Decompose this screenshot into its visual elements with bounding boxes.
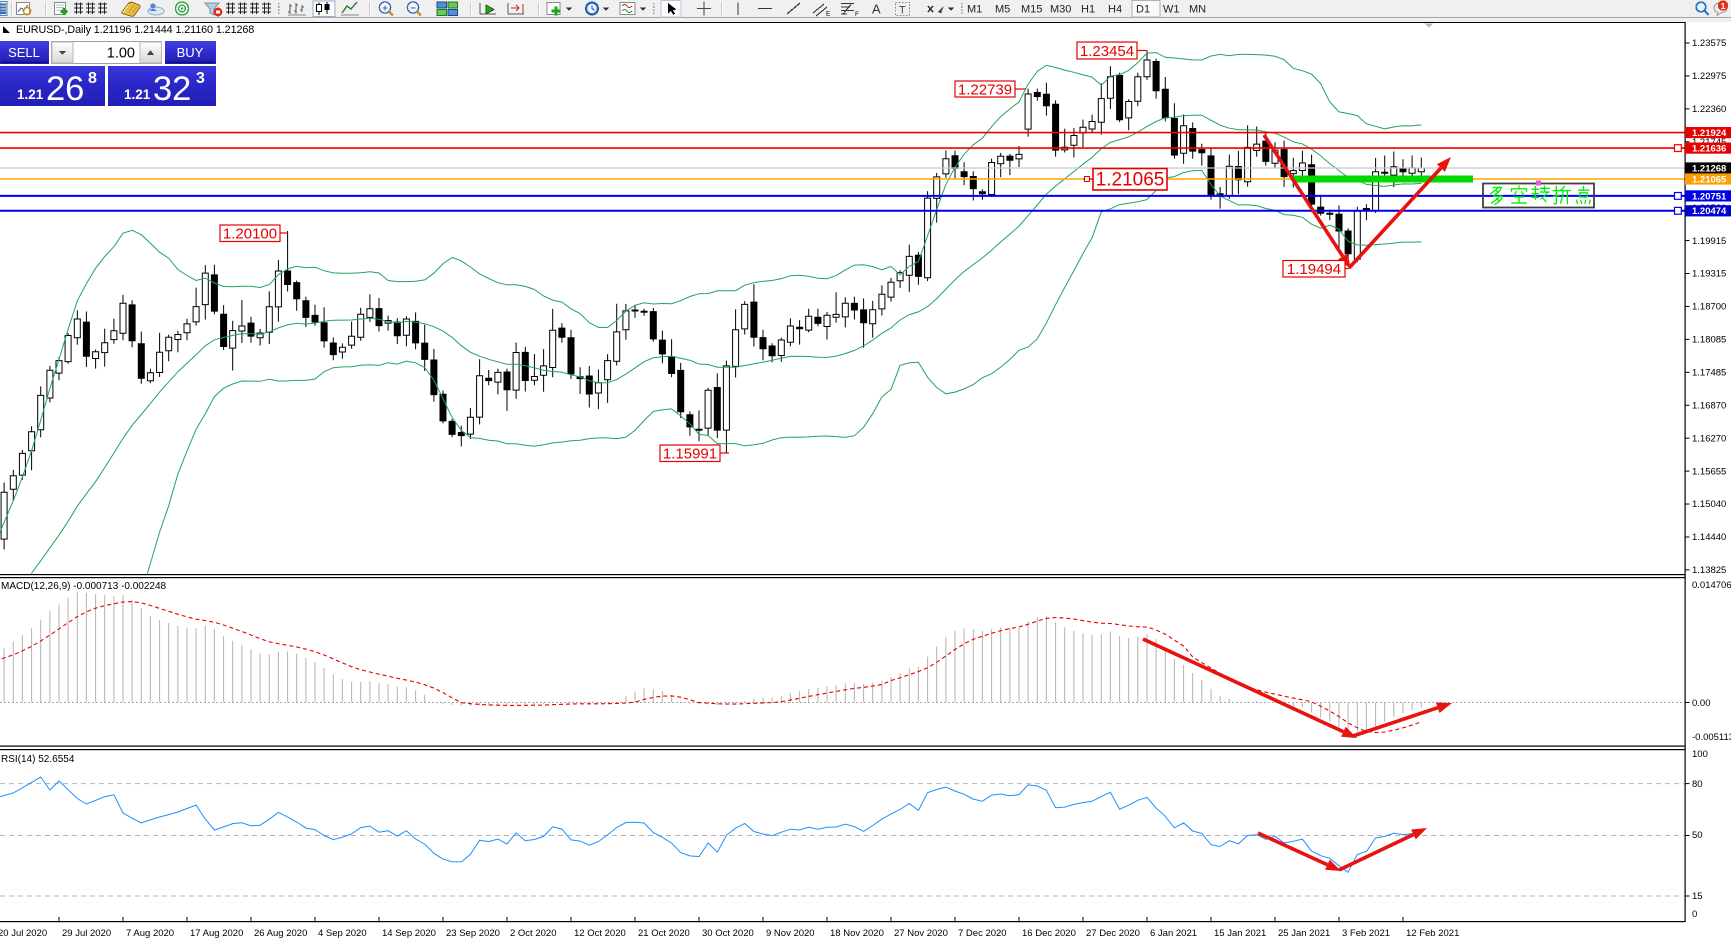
svg-text:27 Dec 2020: 27 Dec 2020: [1086, 928, 1140, 939]
svg-text:SELL: SELL: [8, 45, 40, 60]
svg-text:A: A: [872, 2, 881, 17]
svg-text:1.19315: 1.19315: [1692, 269, 1726, 280]
svg-text:0: 0: [1692, 909, 1697, 920]
svg-text:1.23575: 1.23575: [1692, 38, 1726, 49]
svg-text:14 Sep 2020: 14 Sep 2020: [382, 928, 436, 939]
svg-text:1.15655: 1.15655: [1692, 466, 1726, 477]
svg-text:20 Jul 2020: 20 Jul 2020: [0, 928, 47, 939]
svg-text:1.21745: 1.21745: [1692, 137, 1726, 148]
svg-text:21 Oct 2020: 21 Oct 2020: [638, 928, 690, 939]
svg-text:1.15040: 1.15040: [1692, 499, 1726, 510]
svg-text:1.20474: 1.20474: [1692, 206, 1727, 217]
svg-text:17 Aug 2020: 17 Aug 2020: [190, 928, 243, 939]
svg-text:80: 80: [1692, 779, 1703, 790]
svg-text:M5: M5: [995, 4, 1010, 16]
svg-text:16 Dec 2020: 16 Dec 2020: [1022, 928, 1076, 939]
svg-text:1.21924: 1.21924: [1692, 128, 1727, 139]
svg-text:15 Jan 2021: 15 Jan 2021: [1214, 928, 1266, 939]
svg-text:8: 8: [88, 70, 97, 87]
svg-text:6 Jan 2021: 6 Jan 2021: [1150, 928, 1197, 939]
svg-text:1.20751: 1.20751: [1692, 191, 1727, 202]
svg-text:1.20100: 1.20100: [223, 226, 277, 243]
svg-text:1.21: 1.21: [124, 87, 151, 102]
svg-text:29 Jul 2020: 29 Jul 2020: [62, 928, 111, 939]
svg-text:EURUSD-,Daily 1.21196 1.21444: EURUSD-,Daily 1.21196 1.21444 1.21160 1.…: [16, 24, 254, 36]
svg-text:1.19494: 1.19494: [1287, 261, 1341, 278]
svg-text:27 Nov 2020: 27 Nov 2020: [894, 928, 948, 939]
svg-text:1.00: 1.00: [107, 46, 135, 62]
svg-text:1.15991: 1.15991: [663, 446, 717, 463]
svg-text:H1: H1: [1081, 4, 1095, 16]
svg-text:1.21065: 1.21065: [1096, 170, 1165, 191]
svg-text:12 Oct 2020: 12 Oct 2020: [574, 928, 626, 939]
svg-text:3: 3: [196, 70, 205, 87]
svg-text:7 Aug 2020: 7 Aug 2020: [126, 928, 174, 939]
svg-text:1.21: 1.21: [17, 87, 44, 102]
svg-text:E: E: [826, 11, 831, 18]
svg-text:MACD(12,26,9) -0.000713 -0.002: MACD(12,26,9) -0.000713 -0.002248: [1, 581, 167, 592]
svg-text:1.14440: 1.14440: [1692, 532, 1726, 543]
svg-text:1: 1: [1721, 1, 1726, 11]
svg-text:1.13825: 1.13825: [1692, 565, 1726, 576]
svg-text:T: T: [899, 5, 906, 17]
svg-text:BUY: BUY: [177, 45, 204, 60]
svg-text:F: F: [855, 11, 859, 18]
svg-text:−: −: [410, 3, 416, 14]
svg-text:0.014706: 0.014706: [1692, 580, 1731, 591]
svg-text:15: 15: [1692, 891, 1703, 902]
svg-text:2 Oct 2020: 2 Oct 2020: [510, 928, 556, 939]
svg-text:1.18085: 1.18085: [1692, 335, 1726, 346]
svg-text:1.16270: 1.16270: [1692, 433, 1726, 444]
svg-text:7 Dec 2020: 7 Dec 2020: [958, 928, 1007, 939]
svg-text:26 Aug 2020: 26 Aug 2020: [254, 928, 307, 939]
svg-text:1.21065: 1.21065: [1692, 174, 1727, 185]
svg-text:M30: M30: [1050, 4, 1071, 16]
svg-text:100: 100: [1692, 749, 1708, 760]
svg-text:50: 50: [1692, 830, 1703, 841]
svg-text:1.21636: 1.21636: [1692, 144, 1726, 155]
svg-text:+: +: [382, 3, 388, 14]
svg-text:0.00: 0.00: [1692, 698, 1711, 709]
svg-text:H4: H4: [1108, 4, 1122, 16]
svg-text:RSI(14) 52.6554: RSI(14) 52.6554: [1, 754, 75, 765]
svg-text:18 Nov 2020: 18 Nov 2020: [830, 928, 884, 939]
svg-text:MN: MN: [1189, 4, 1206, 16]
svg-text:D1: D1: [1136, 4, 1150, 16]
svg-text:32: 32: [153, 70, 191, 108]
svg-text:23 Sep 2020: 23 Sep 2020: [446, 928, 500, 939]
svg-text:1.17485: 1.17485: [1692, 368, 1726, 379]
svg-text:-0.005113: -0.005113: [1692, 732, 1731, 743]
svg-text:1.21268: 1.21268: [1692, 163, 1726, 174]
svg-text:12 Feb 2021: 12 Feb 2021: [1406, 928, 1459, 939]
svg-text:M15: M15: [1021, 4, 1042, 16]
svg-text:1.16870: 1.16870: [1692, 400, 1726, 411]
svg-text:1.22975: 1.22975: [1692, 71, 1726, 82]
svg-text:3 Feb 2021: 3 Feb 2021: [1342, 928, 1390, 939]
svg-text:W1: W1: [1163, 4, 1180, 16]
svg-text:1.23454: 1.23454: [1080, 43, 1134, 60]
svg-text:1.22360: 1.22360: [1692, 104, 1726, 115]
svg-text:M1: M1: [967, 4, 982, 16]
svg-text:30 Oct 2020: 30 Oct 2020: [702, 928, 754, 939]
svg-text:1.19915: 1.19915: [1692, 236, 1726, 247]
svg-text:4 Sep 2020: 4 Sep 2020: [318, 928, 367, 939]
svg-text:26: 26: [46, 70, 84, 108]
svg-text:25 Jan 2021: 25 Jan 2021: [1278, 928, 1330, 939]
svg-text:1.18700: 1.18700: [1692, 302, 1726, 313]
svg-text:9 Nov 2020: 9 Nov 2020: [766, 928, 815, 939]
svg-text:1.22739: 1.22739: [958, 81, 1012, 98]
